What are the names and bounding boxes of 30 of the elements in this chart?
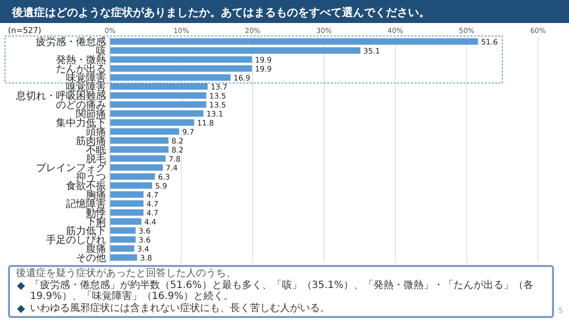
bar bbox=[110, 164, 163, 171]
text: (n=527) bbox=[8, 26, 42, 35]
title-banner: 後遺症はどのような症状がありましたか。あてはまるものをすべて選んでください。 bbox=[0, 0, 569, 23]
note-box: 後遺症を疑う症状があったと回答した人のうち、 「疲労感・倦怠感」が約半数（51.6%）と最も多く、「咳」（35.1%）、「発熱・微熱」・「たんが出る」（各19.9%）、「味覚障害」（16.9%）と続く。 いわゆる風邪症状には含まれない症状にも、長く苦しむ人がいる。 bbox=[8, 265, 554, 318]
bar bbox=[110, 209, 144, 216]
bar bbox=[110, 254, 138, 261]
y-tick-label: その他 bbox=[76, 252, 106, 264]
bar bbox=[110, 83, 208, 90]
bar bbox=[110, 92, 206, 99]
bar bbox=[110, 137, 168, 144]
bar bbox=[110, 119, 194, 126]
bar bbox=[110, 227, 136, 234]
bar bbox=[110, 65, 252, 72]
bar bbox=[110, 110, 204, 117]
bar bbox=[110, 191, 144, 198]
chart-title: 後遺症はどのような症状がありましたか。あてはまるものをすべて選んでください。 bbox=[11, 6, 430, 19]
bar bbox=[110, 218, 142, 225]
bar bbox=[110, 146, 168, 153]
bar bbox=[110, 182, 152, 189]
bar bbox=[110, 47, 360, 54]
bar bbox=[110, 245, 134, 252]
bar bbox=[110, 56, 252, 63]
bar bbox=[110, 38, 478, 45]
bar bbox=[110, 173, 155, 180]
bar bbox=[110, 236, 136, 243]
bar bbox=[110, 200, 144, 207]
bar bbox=[110, 128, 180, 135]
bar bbox=[110, 74, 231, 81]
bar bbox=[110, 155, 166, 162]
bar bbox=[110, 101, 206, 108]
